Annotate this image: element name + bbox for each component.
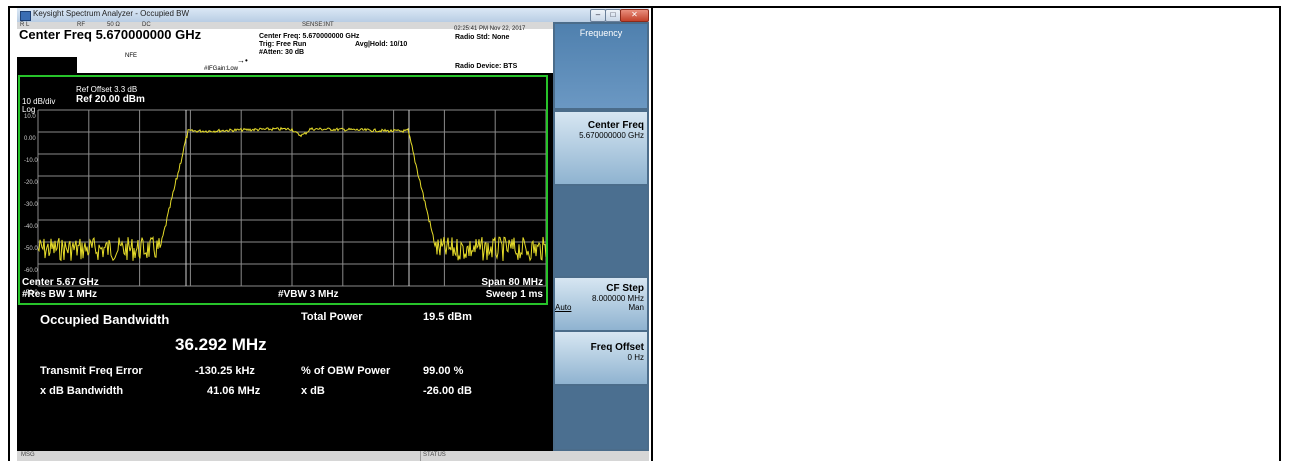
center-label: Center 5.67 GHz xyxy=(22,277,99,288)
y-tick: -20.0 xyxy=(24,180,38,186)
center-freq-readout[interactable]: Center Freq 5.670000000 GHz xyxy=(19,27,202,42)
obw-pct-value: 99.00 % xyxy=(423,365,464,377)
rf-indicator: RF xyxy=(77,22,85,28)
center-freq-softkey-value: 5.670000000 GHz xyxy=(579,131,644,140)
msg-label: MSG xyxy=(21,452,35,458)
freq-offset-softkey[interactable]: Freq Offset 0 Hz xyxy=(555,332,647,384)
radio-std: Radio Std: None xyxy=(455,34,510,41)
res-bw-label[interactable]: #Res BW 1 MHz xyxy=(22,289,98,300)
xdb-bw-label: x dB Bandwidth xyxy=(40,385,124,397)
cf-step-man[interactable]: Man xyxy=(628,303,644,312)
sense-indicator: SENSE:INT xyxy=(302,22,334,28)
close-button[interactable]: ✕ xyxy=(620,9,649,22)
analyzer-window: Keysight Spectrum Analyzer - Occupied BW… xyxy=(17,8,649,461)
spectrum-plot[interactable]: Ref Offset 3.3 dB Ref 20.00 dBm 10 dB/di… xyxy=(18,75,548,305)
header-black-block xyxy=(17,57,77,73)
status-divider xyxy=(420,451,421,461)
trigger-settings: Center Freq: 5.670000000 GHz Trig: Free … xyxy=(259,33,359,57)
center-freq-softkey-label: Center Freq xyxy=(587,120,644,131)
maximize-button[interactable]: □ xyxy=(605,9,621,22)
vbw-label[interactable]: #VBW 3 MHz xyxy=(278,289,339,300)
status-bar: MSG STATUS xyxy=(17,451,649,461)
spectrum-trace xyxy=(37,126,546,262)
cf-step-softkey-label: CF Step xyxy=(606,283,644,294)
xdb-label: x dB xyxy=(301,385,325,397)
trigger-arrow-icon: →• xyxy=(237,56,248,65)
softkey-menu-title: Frequency xyxy=(555,24,647,108)
log-label: Log xyxy=(22,105,36,114)
freq-offset-softkey-value: 0 Hz xyxy=(627,353,644,362)
impedance-indicator: 50 Ω xyxy=(107,22,120,28)
y-tick: -60.0 xyxy=(24,268,38,274)
radio-device: Radio Device: BTS xyxy=(455,63,518,70)
freq-error-label: Transmit Freq Error xyxy=(40,365,143,377)
blank-softkey-bottom xyxy=(555,386,647,449)
rl-indicator: R L xyxy=(20,22,30,28)
window-title: Keysight Spectrum Analyzer - Occupied BW xyxy=(33,9,190,18)
center-freq-softkey[interactable]: Center Freq 5.670000000 GHz xyxy=(555,112,647,184)
atten-line: #Atten: 30 dB xyxy=(259,49,305,56)
cf-step-softkey-value: 8.000000 MHz xyxy=(591,294,644,303)
coupling-indicator: DC xyxy=(142,22,151,28)
spectrum-graticule xyxy=(37,109,546,287)
trig-line: Trig: Free Run xyxy=(259,41,307,48)
obw-value: 36.292 MHz xyxy=(175,335,267,354)
avg-hold: Avg|Hold: 10/10 xyxy=(355,41,408,48)
xdb-bw-value: 41.06 MHz xyxy=(207,385,261,397)
ref-level[interactable]: Ref 20.00 dBm xyxy=(76,94,145,105)
outer-frame xyxy=(8,6,1281,461)
status-label: STATUS xyxy=(423,452,446,458)
total-power-value: 19.5 dBm xyxy=(423,311,472,323)
if-gain-label: #IFGain:Low xyxy=(204,66,239,72)
minimize-button[interactable]: – xyxy=(590,9,606,22)
app-icon xyxy=(20,11,31,21)
y-tick: -70.0 xyxy=(24,290,38,296)
nfe-label: NFE xyxy=(125,53,137,59)
y-tick: -50.0 xyxy=(24,246,38,252)
timestamp: 02:25:41 PM Nov 22, 2017 xyxy=(454,26,526,32)
y-tick: -30.0 xyxy=(24,202,38,208)
input-status-bar: R L RF 50 Ω DC SENSE:INT xyxy=(17,22,553,29)
total-power-label: Total Power xyxy=(301,311,363,323)
xdb-value: -26.00 dB xyxy=(423,385,472,397)
cf-step-auto[interactable]: Auto xyxy=(555,303,572,312)
y-tick: 0.00 xyxy=(24,136,36,142)
softkey-panel: Frequency Center Freq 5.670000000 GHz CF… xyxy=(553,22,649,451)
measurement-header: Center Freq 5.670000000 GHz 02:25:41 PM … xyxy=(17,26,553,73)
span-label: Span 80 MHz xyxy=(481,277,543,288)
graticule-grid xyxy=(37,109,546,287)
title-bar: Keysight Spectrum Analyzer - Occupied BW… xyxy=(17,8,649,22)
frame-divider xyxy=(651,6,653,461)
blank-softkey xyxy=(555,186,647,276)
sweep-label: Sweep 1 ms xyxy=(485,289,543,300)
ref-offset: Ref Offset 3.3 dB xyxy=(76,85,138,94)
cf-line: Center Freq: 5.670000000 GHz xyxy=(259,33,360,40)
freq-offset-softkey-label: Freq Offset xyxy=(590,342,644,353)
y-tick: 10.0 xyxy=(24,114,36,120)
results-panel: Occupied Bandwidth 36.292 MHz Total Powe… xyxy=(17,308,553,446)
obw-pct-label: % of OBW Power xyxy=(301,365,391,377)
y-tick: -10.0 xyxy=(24,158,38,164)
scale-per-div: 10 dB/div xyxy=(22,97,56,106)
freq-error-value: -130.25 kHz xyxy=(195,365,255,377)
cf-step-softkey[interactable]: CF Step 8.000000 MHz Auto Man xyxy=(555,278,647,330)
obw-label: Occupied Bandwidth xyxy=(40,312,170,327)
y-tick: -40.0 xyxy=(24,224,38,230)
